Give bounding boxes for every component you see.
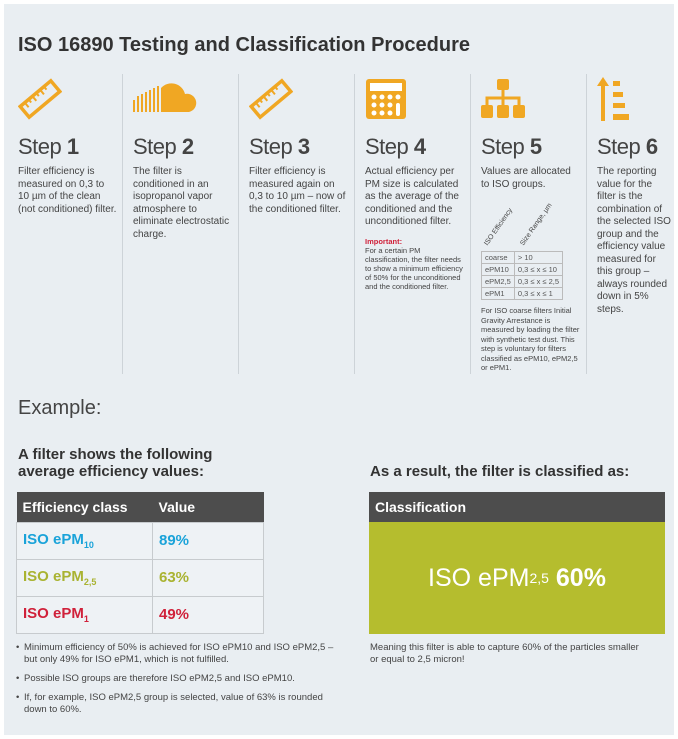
step-4: Step 4 Actual efficiency per PM size is … (354, 74, 471, 374)
step-1: Step 1 Filter efficiency is measured on … (8, 74, 125, 374)
meaning-text: Meaning this filter is able to capture 6… (370, 642, 639, 665)
step-title: Step 1 (18, 134, 79, 159)
page-title: ISO 16890 Testing and Classification Pro… (18, 34, 471, 56)
step-6: Step 6 The reporting value for the filte… (586, 74, 674, 374)
explanation-list: Minimum efficiency of 50% is achieved fo… (16, 642, 336, 723)
efficiency-value: 63% (152, 558, 264, 597)
important-note: Important: For a certain PM classificatio… (365, 236, 463, 291)
step-description: Filter efficiency is measured again on 0… (249, 166, 346, 215)
table-row: coarse > 10 (481, 251, 564, 264)
step-title: Step 4 (365, 134, 426, 159)
table-row: ePM2,5 0,3 ≤ x ≤ 2,5 (481, 275, 564, 288)
example-subheading: A filter shows the following average eff… (18, 446, 213, 480)
list-item: Minimum efficiency of 50% is achieved fo… (16, 642, 336, 666)
step-5: Step 5 Values are allocated to ISO group… (470, 74, 587, 374)
efficiency-class: ISO ePM1 (16, 595, 153, 634)
classification-box: Classification ISO ePM 2,5 60% (369, 492, 665, 634)
cloud-icon (133, 74, 239, 124)
sort-ascending-icon (597, 74, 674, 124)
list-item: If, for example, ISO ePM2,5 group is sel… (16, 692, 336, 716)
column-header: Efficiency class (16, 492, 153, 522)
list-item: Possible ISO groups are therefore ISO eP… (16, 673, 336, 685)
step-title: Step 5 (481, 134, 542, 159)
classification-header: Classification (369, 492, 665, 522)
efficiency-class: ISO ePM10 (16, 521, 153, 560)
table-row: ISO ePM1 49% (16, 595, 264, 634)
ruler-icon (249, 74, 355, 124)
infographic-panel: ISO 16890 Testing and Classification Pro… (4, 4, 674, 735)
coarse-note: For ISO coarse filters Initial Gravity A… (481, 306, 580, 372)
step-description: Filter efficiency is measured on 0,3 to … (18, 166, 117, 215)
table-row: ePM1 0,3 ≤ x ≤ 1 (481, 287, 564, 300)
step-title: Step 6 (597, 134, 658, 159)
step-description: Values are allocated to ISO groups. (481, 166, 571, 190)
column-header: Value (152, 492, 264, 522)
step-description: The reporting value for the filter is th… (597, 166, 671, 315)
efficiency-class: ISO ePM2,5 (16, 558, 153, 597)
classification-result: ISO ePM 2,5 60% (369, 522, 665, 634)
step-3: Step 3 Filter efficiency is measured aga… (238, 74, 355, 374)
iso-table-headers: ISO Efficiency Size Range, µm (483, 202, 554, 247)
step-description: Actual efficiency per PM size is calcula… (365, 166, 459, 227)
calculator-icon (365, 74, 471, 124)
table-row: ePM10 0,3 ≤ x ≤ 10 (481, 263, 564, 276)
efficiency-value: 89% (152, 521, 264, 560)
step-title: Step 2 (133, 134, 194, 159)
ruler-icon (18, 74, 125, 124)
table-row: ISO ePM10 89% (16, 521, 264, 560)
step-title: Step 3 (249, 134, 310, 159)
iso-groups-table: coarse > 10 ePM10 0,3 ≤ x ≤ 10 ePM2,5 0,3 ≤… (481, 251, 564, 300)
step-description: The filter is conditioned in an isopropa… (133, 166, 230, 240)
table-row: ISO ePM2,5 63% (16, 558, 264, 597)
result-heading: As a result, the filter is classified as… (370, 463, 630, 480)
efficiency-value: 49% (152, 595, 264, 634)
efficiency-table: Efficiency class Value ISO ePM10 89% ISO e… (16, 492, 264, 634)
step-2: Step 2 The filter is conditioned in an i… (122, 74, 239, 374)
hierarchy-icon (481, 74, 587, 124)
example-heading: Example: (18, 397, 102, 419)
